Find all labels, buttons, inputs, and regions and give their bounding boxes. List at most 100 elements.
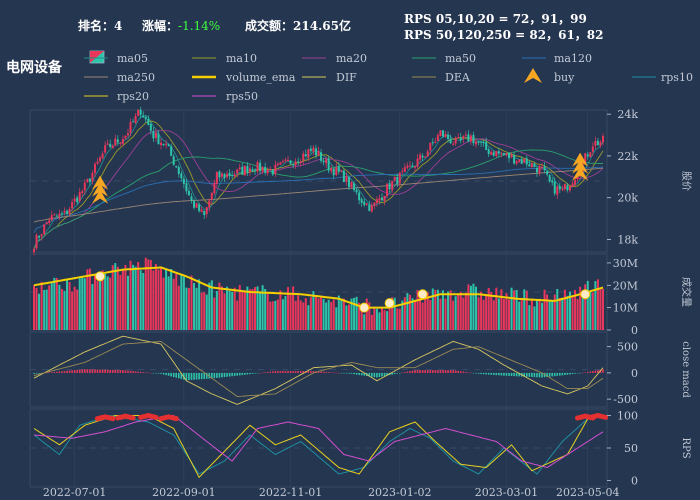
candle-body (180, 173, 183, 179)
volume-bar (350, 298, 353, 330)
volume-bar (139, 270, 142, 330)
candle-body (337, 166, 340, 172)
legend-buy-swatch (524, 68, 542, 83)
volume-bar (561, 297, 564, 330)
candle-body (474, 141, 477, 145)
macd-histogram-bar (528, 372, 531, 377)
volume-bar (469, 285, 472, 330)
candle-body (525, 158, 528, 165)
candle-body (96, 161, 99, 164)
macd-histogram-bar (475, 372, 477, 374)
macd-histogram-bar (353, 372, 355, 375)
candle-body (403, 167, 406, 172)
macd-histogram-bar (373, 372, 376, 378)
macd-histogram-bar (251, 372, 254, 374)
candle-body (457, 137, 460, 139)
volume-bar (314, 297, 317, 330)
macd-histogram-bar (94, 369, 96, 373)
candle-body (599, 142, 602, 146)
candle-body (129, 121, 132, 133)
candle-body (279, 162, 282, 165)
candle-body (584, 153, 587, 163)
macd-histogram-bar (401, 372, 404, 374)
candle-body (429, 142, 432, 151)
volume-bar (236, 300, 239, 330)
candle-body (563, 183, 566, 189)
volume-bar (165, 268, 168, 330)
rps-tick-label: 100 (617, 410, 638, 423)
macd-histogram-bar (398, 372, 401, 374)
macd-histogram-bar (332, 372, 335, 374)
macd-histogram-bar (302, 371, 305, 373)
candle-body (114, 138, 117, 146)
macd-histogram-bar (482, 372, 485, 375)
volume-bar (381, 307, 384, 330)
candle-body (421, 155, 424, 158)
volume-bar (594, 281, 597, 330)
volume-bar (535, 299, 538, 330)
volume-bar (414, 300, 417, 330)
volume-bar (55, 277, 58, 330)
candle-body (485, 141, 488, 150)
macd-histogram-bar (241, 372, 244, 376)
macd-histogram-bar (228, 372, 231, 377)
volume-bar (294, 300, 297, 330)
change-label: 涨幅： (142, 19, 179, 33)
volume-bar (149, 259, 152, 330)
macd-histogram-bar (111, 369, 114, 373)
macd-histogram-bar (523, 372, 526, 377)
macd-histogram-bar (147, 372, 150, 374)
candle-body (500, 153, 503, 155)
volume-bar (279, 290, 282, 330)
volume-bar (431, 288, 434, 330)
volume-bar (373, 308, 376, 330)
volume-bar (195, 287, 198, 330)
macd-histogram-bar (404, 372, 406, 373)
volume-bar (467, 284, 470, 330)
volume-bar (76, 289, 79, 330)
volume-bar (497, 298, 500, 330)
macd-histogram-bar (513, 372, 515, 377)
rps-axis-label: RPS (680, 437, 691, 458)
candle-body (533, 163, 536, 168)
macd-histogram-bar (327, 372, 330, 373)
volume-bar (563, 289, 566, 330)
macd-histogram-bar (487, 372, 490, 375)
legend-dea-label: DEA (445, 71, 471, 84)
macd-histogram-bar (38, 372, 40, 374)
candle-body (505, 153, 508, 156)
candle-body (566, 185, 569, 191)
volume-bar (579, 286, 582, 330)
volume-bar (269, 301, 272, 330)
macd-histogram-bar (279, 371, 282, 373)
volume-bar (447, 291, 450, 330)
candle-body (424, 156, 427, 158)
candle-body (396, 176, 399, 184)
candle-body (378, 198, 381, 201)
candle-body (492, 152, 495, 156)
macd-histogram-bar (170, 372, 172, 377)
candle-body (388, 183, 391, 190)
candle-body (508, 152, 511, 159)
candle-body (381, 197, 384, 201)
candle-body (289, 160, 292, 164)
macd-histogram-bar (104, 369, 106, 373)
volume-bar (571, 296, 574, 330)
candle-body (523, 159, 526, 163)
macd-histogram-bar (360, 372, 363, 376)
macd-histogram-bar (543, 372, 546, 378)
volume-bar (99, 277, 102, 330)
volume-bar (528, 305, 531, 330)
candle-body (121, 139, 124, 144)
rps-high-marker (110, 416, 116, 422)
macd-histogram-bar (602, 369, 604, 373)
volume-bar (441, 290, 444, 330)
macd-histogram-bar (195, 372, 198, 380)
volume-bar (363, 314, 366, 330)
macd-histogram-bar (538, 372, 541, 378)
candle-body (170, 146, 173, 156)
volume-bar (172, 278, 175, 330)
volume-bar (35, 288, 38, 330)
volume-bar (88, 268, 91, 330)
candle-body (383, 195, 386, 201)
